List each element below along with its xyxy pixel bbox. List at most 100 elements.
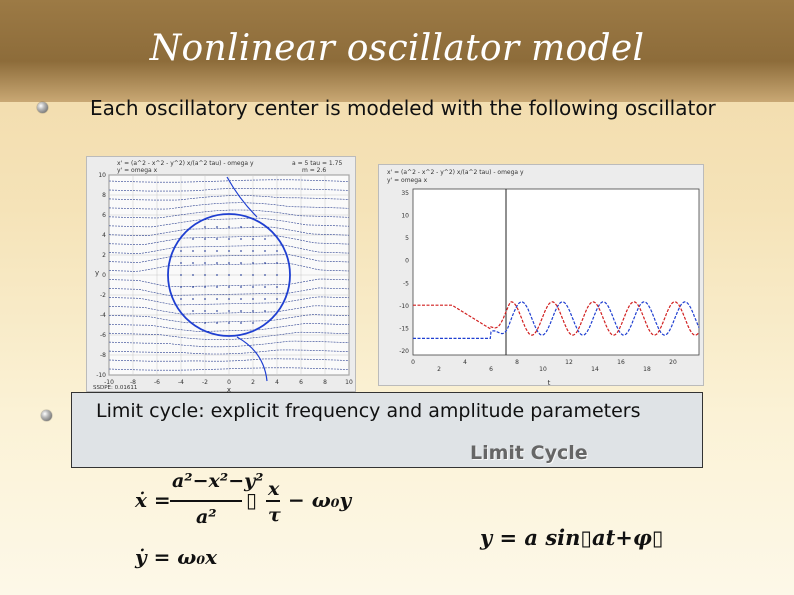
ts-y-tick-label: -5 [403, 280, 409, 287]
field-dot [216, 274, 218, 276]
field-dot [192, 262, 194, 264]
field-dot [252, 298, 254, 300]
field-dot [252, 238, 254, 240]
flow-line [108, 287, 350, 296]
flow-line [108, 262, 350, 272]
field-dot [252, 250, 254, 252]
field-dot [240, 310, 242, 312]
flow-line [108, 323, 350, 332]
field-dot [216, 238, 218, 240]
field-dot [240, 298, 242, 300]
flow-line [108, 305, 350, 315]
ts-x-minor-tick-label: 6 [489, 366, 493, 373]
field-dot [204, 274, 206, 276]
field-dot [252, 322, 254, 324]
field-dot [240, 238, 242, 240]
flow-line [108, 195, 350, 201]
ts-x-tick-label: 16 [617, 359, 625, 366]
phase-x-ticks: -10 -8 -6 -4 -2 0 2 4 6 8 10 [104, 379, 353, 386]
field-dot [228, 226, 230, 228]
phase-y-tick-label: 10 [98, 172, 106, 179]
phase-y-tick-label: 0 [102, 272, 106, 279]
flow-line [108, 349, 350, 355]
phase-y-tick-label: -4 [100, 312, 106, 319]
flow-line [108, 209, 350, 219]
field-dot [180, 298, 182, 300]
phase-y-tick-label: 8 [102, 192, 106, 199]
ts-header1: x' = (a^2 - x^2 - y^2) x/(a^2 tau) - ome… [387, 169, 524, 176]
field-dot [276, 298, 278, 300]
field-dot [228, 250, 230, 252]
series-blue-line [413, 301, 700, 339]
field-dot [216, 262, 218, 264]
eq-missing-glyph: ▯ [246, 488, 258, 512]
field-dot [264, 298, 266, 300]
field-dot [252, 262, 254, 264]
equation-ydot: ẏ = ω₀x [135, 545, 218, 569]
field-dot [264, 286, 266, 288]
field-dot [180, 274, 182, 276]
title-banner [0, 0, 794, 102]
ts-y-tick-label: 5 [405, 235, 409, 242]
field-dot [204, 238, 206, 240]
flow-line [108, 278, 350, 288]
field-dot [204, 322, 206, 324]
flow-line [108, 296, 350, 306]
field-dot [192, 238, 194, 240]
flow-line [108, 217, 350, 228]
field-dot [240, 286, 242, 288]
field-dot [252, 274, 254, 276]
field-dot [252, 226, 254, 228]
field-dot [216, 322, 218, 324]
field-dot [192, 298, 194, 300]
eq-fraction-bar [170, 500, 242, 502]
flow-line [108, 358, 350, 362]
field-dot [228, 286, 230, 288]
field-dot [216, 226, 218, 228]
slide-title: Nonlinear oscillator model [149, 28, 645, 69]
phase-x-tick-label: 4 [275, 379, 279, 386]
phase-x-tick-label: 2 [251, 379, 255, 386]
phase-y-tick-label: -8 [100, 352, 106, 359]
phase-y-tick-label: 6 [102, 212, 106, 219]
bullet-icon [37, 102, 48, 113]
phase-xlabel: x [227, 386, 231, 393]
field-dot [204, 226, 206, 228]
equation-y-solution: y = a sin▯at+φ▯ [480, 525, 664, 550]
field-dot [240, 262, 242, 264]
field-dot [216, 310, 218, 312]
ts-y-tick-label: 35 [401, 190, 409, 197]
field-dot [240, 322, 242, 324]
phase-y-tick-label: -10 [96, 372, 106, 379]
flow-line [108, 226, 350, 237]
ts-x-minor-tick-label: 14 [591, 366, 599, 373]
field-dot [228, 322, 230, 324]
field-dot [264, 262, 266, 264]
ts-y-tick-label: -15 [399, 325, 409, 332]
eq-frac2-numerator: x [268, 478, 280, 500]
phase-x-tick-label: 10 [345, 379, 353, 386]
flow-line [108, 367, 350, 371]
flow-line [108, 235, 350, 245]
field-dot [264, 238, 266, 240]
field-dot [216, 298, 218, 300]
phase-header-left: x' = (a^2 - x^2 - y^2) x/(a^2 tau) - ome… [117, 160, 254, 167]
flow-line [108, 187, 350, 192]
field-dot [264, 250, 266, 252]
field-dot [180, 250, 182, 252]
field-dot [204, 298, 206, 300]
field-dot [192, 310, 194, 312]
time-series-svg: x' = (a^2 - x^2 - y^2) x/(a^2 tau) - ome… [387, 169, 700, 387]
phase-x-tick-label: -2 [202, 379, 208, 386]
field-dot [276, 286, 278, 288]
flow-lines [108, 176, 350, 382]
phase-x-tick-label: -4 [178, 379, 184, 386]
field-dot [228, 274, 230, 276]
flow-line [108, 314, 350, 324]
bullet-text-limit-cycle: Limit cycle: explicit frequency and ampl… [96, 400, 641, 422]
ts-xlabel: t [548, 379, 551, 387]
phase-y-ticks: 10 8 6 4 2 0 -2 -4 -6 -8 -10 [96, 172, 106, 379]
field-dot [216, 286, 218, 288]
field-dot [240, 274, 242, 276]
field-dot [204, 286, 206, 288]
